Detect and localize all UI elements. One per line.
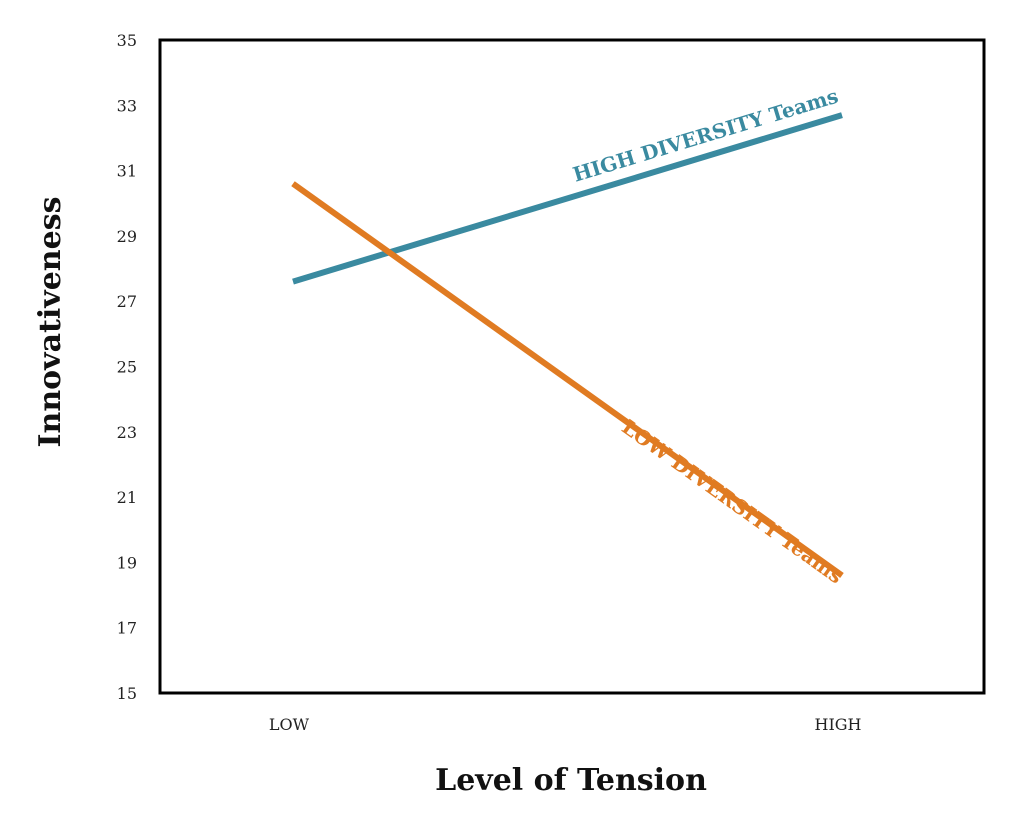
y-tick-label: 29 <box>117 227 137 246</box>
y-axis-title: Innovativeness <box>33 197 68 448</box>
high-diversity-line <box>292 112 843 285</box>
y-tick-label: 27 <box>117 292 137 311</box>
series-group: HIGH DIVERSITY Teams LOW DIVERSITY Teams <box>291 84 848 589</box>
x-tick-label: LOW <box>269 715 310 734</box>
x-axis-ticks: LOW HIGH <box>269 715 862 734</box>
x-tick-label: HIGH <box>814 715 861 734</box>
y-tick-label: 23 <box>117 423 137 442</box>
x-axis-title: Level of Tension <box>435 763 707 798</box>
y-tick-label: 17 <box>117 619 137 638</box>
high-diversity-label: HIGH DIVERSITY Teams <box>570 84 841 187</box>
y-axis-ticks: 15 17 19 21 23 25 27 29 31 33 35 <box>117 31 137 703</box>
y-tick-label: 19 <box>117 553 137 572</box>
low-diversity-label: LOW DIVERSITY Teams <box>617 415 847 589</box>
y-tick-label: 31 <box>117 162 137 181</box>
y-tick-label: 21 <box>117 488 137 507</box>
y-tick-label: 33 <box>117 96 137 115</box>
y-tick-label: 35 <box>117 31 137 50</box>
y-tick-label: 25 <box>117 358 137 377</box>
y-tick-label: 15 <box>117 684 137 703</box>
plot-area-frame <box>158 38 986 695</box>
low-diversity-line <box>291 181 844 578</box>
